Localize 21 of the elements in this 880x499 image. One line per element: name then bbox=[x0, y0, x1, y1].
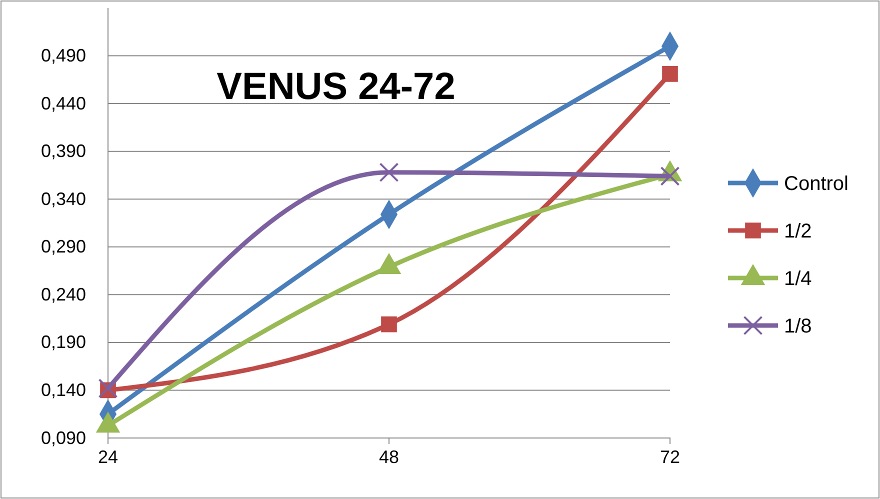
x-tick-label: 24 bbox=[98, 446, 118, 467]
y-tick-label: 0,140 bbox=[40, 380, 86, 400]
point bbox=[98, 378, 118, 398]
point bbox=[379, 162, 399, 182]
x-tick-label: 48 bbox=[378, 446, 400, 467]
legend-label: 1/8 bbox=[784, 316, 812, 338]
legend-label: 1/4 bbox=[784, 268, 812, 290]
point bbox=[381, 316, 397, 332]
legend-label: Control bbox=[784, 173, 848, 195]
y-tick-label: 0,190 bbox=[40, 332, 86, 352]
text: VENUS 24-72 bbox=[216, 66, 456, 108]
y-tick-label: 0,090 bbox=[40, 428, 86, 448]
legend-label: 1/2 bbox=[784, 220, 812, 242]
y-tick-label: 0,290 bbox=[40, 236, 86, 257]
y-tick-label: 0,390 bbox=[40, 141, 86, 162]
y-tick-label: 0,490 bbox=[40, 46, 86, 66]
x-tick-label: 72 bbox=[660, 446, 680, 467]
y-tick-label: 0,440 bbox=[40, 93, 86, 114]
point bbox=[662, 66, 678, 82]
y-tick-label: 0,340 bbox=[40, 188, 86, 209]
y-tick-label: 0,240 bbox=[40, 284, 86, 304]
